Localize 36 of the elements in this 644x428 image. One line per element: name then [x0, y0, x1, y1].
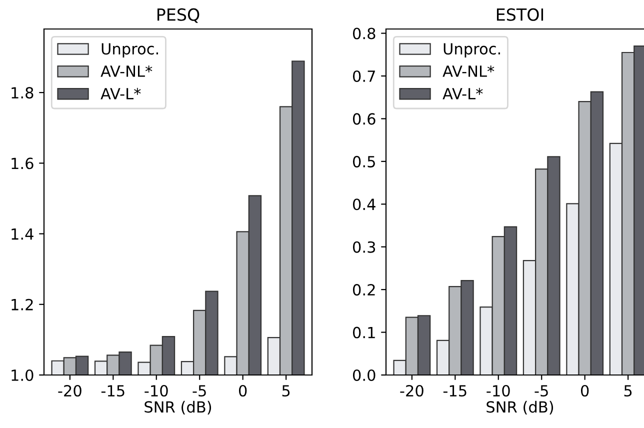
y-tick-label: 0.8 — [352, 28, 376, 40]
y-tick-label: 1.0 — [12, 369, 34, 382]
y-tick-label: 0.7 — [352, 70, 375, 82]
y-tick-label: 1.8 — [12, 87, 34, 99]
x-tick-label: 5 — [282, 385, 290, 397]
y-tick-label: 1.4 — [12, 228, 34, 240]
x-tick-label: 0 — [580, 384, 589, 397]
legend-label: AV-NL* — [100, 65, 152, 77]
x-axis-title: SNR (dB) — [486, 400, 554, 415]
y-tick-label: 0.3 — [352, 241, 376, 253]
x-tick-label: -20 — [58, 384, 82, 397]
x-tick-label: -10 — [486, 384, 510, 397]
y-tick-label: 0.2 — [352, 284, 375, 296]
x-tick-label: -5 — [534, 385, 548, 397]
x-tick-label: 0 — [238, 384, 247, 397]
chart-title: ESTOI — [496, 8, 544, 21]
x-tick-label: -20 — [400, 384, 424, 397]
y-tick-label: 1.6 — [12, 158, 34, 170]
chart-title: PESQ — [157, 8, 200, 23]
legend-label: AV-L* — [442, 88, 483, 100]
y-tick-label: 0.6 — [352, 113, 376, 125]
x-tick-label: -10 — [144, 384, 168, 397]
legend-label: Unproc. — [444, 43, 500, 58]
y-tick-label: 0.4 — [352, 198, 376, 210]
legend-label: Unproc. — [102, 43, 158, 58]
x-tick-label: -15 — [101, 385, 124, 397]
x-tick-label: -15 — [443, 385, 466, 397]
y-tick-label: 0.1 — [352, 326, 375, 338]
y-tick-label: 0.5 — [352, 156, 375, 168]
y-tick-label: 1.2 — [12, 298, 33, 310]
x-tick-label: 5 — [624, 385, 632, 397]
legend-label: AV-L* — [100, 88, 141, 100]
x-tick-label: -5 — [192, 385, 206, 397]
y-tick-label: 0.0 — [352, 369, 376, 382]
legend-label: AV-NL* — [442, 65, 494, 77]
x-axis-title: SNR (dB) — [144, 400, 212, 415]
